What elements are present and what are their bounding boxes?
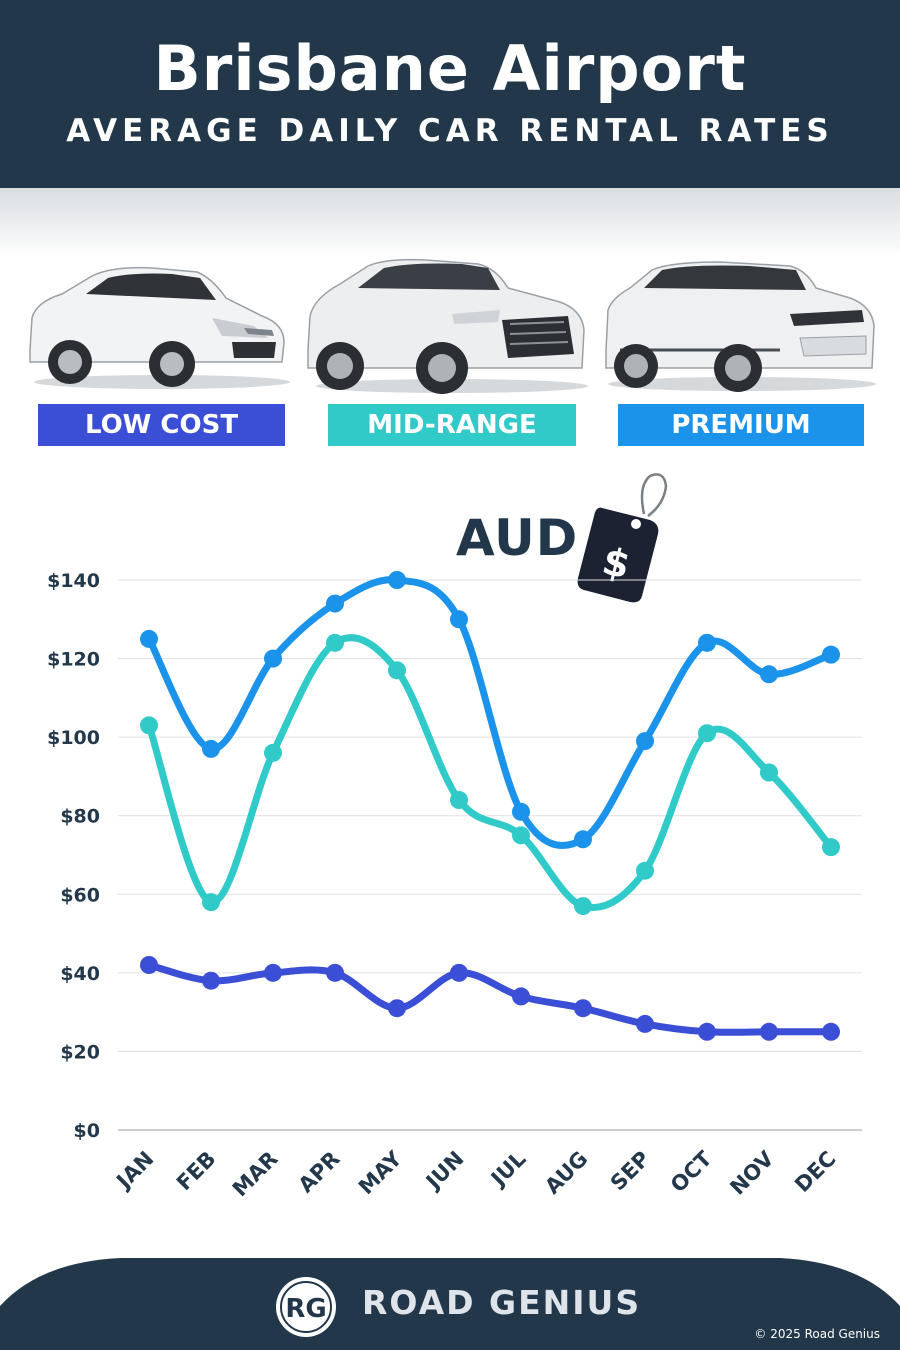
road-genius-logo-icon: RG <box>276 1277 336 1337</box>
y-tick-label: $40 <box>60 963 100 985</box>
x-tick-label: APR <box>294 1147 345 1198</box>
premium-car-image <box>605 261 876 392</box>
low-data-point <box>822 1022 840 1041</box>
x-tick-label: JUL <box>485 1147 530 1192</box>
header-shadow <box>0 188 900 258</box>
y-tick-label: $120 <box>47 649 100 671</box>
low-data-point <box>202 971 220 990</box>
premium-data-point <box>698 633 716 652</box>
low-data-point <box>264 963 282 982</box>
header-banner <box>0 0 900 188</box>
premium-label: PREMIUM <box>618 404 864 446</box>
mid-data-point <box>388 661 406 680</box>
low-series-line <box>145 961 835 1036</box>
premium-data-point <box>760 665 778 684</box>
low-data-point <box>636 1014 654 1033</box>
low-data-point <box>388 999 406 1018</box>
x-tick-label: OCT <box>666 1146 717 1197</box>
x-tick-label: SEP <box>606 1147 655 1196</box>
x-tick-label: MAY <box>354 1146 407 1199</box>
mid-data-point <box>636 861 654 880</box>
mid-data-point <box>140 716 158 735</box>
premium-data-point <box>326 594 344 613</box>
brand-name: ROAD GENIUS <box>362 1283 642 1322</box>
premium-data-point <box>202 739 220 758</box>
x-tick-label: AUG <box>540 1147 592 1199</box>
currency-label: AUD <box>456 509 579 567</box>
low-data-point <box>512 987 530 1006</box>
mid-data-point <box>202 893 220 912</box>
price-tag-icon: $ <box>577 473 668 603</box>
mid-data-point <box>760 763 778 782</box>
x-tick-label: DEC <box>790 1147 840 1197</box>
mid-data-point <box>264 743 282 762</box>
premium-data-point <box>264 649 282 668</box>
y-tick-label: $0 <box>74 1120 100 1142</box>
low-data-point <box>450 963 468 982</box>
low-data-point <box>140 956 158 974</box>
mid-data-point <box>450 791 468 809</box>
low-cost-label: LOW COST <box>38 404 285 446</box>
premium-data-point <box>822 645 840 664</box>
premium-data-point <box>512 802 530 821</box>
x-tick-label: NOV <box>725 1146 779 1200</box>
low-cost-car-image <box>29 266 290 389</box>
low-data-point <box>760 1022 778 1041</box>
page-title: Brisbane Airport <box>153 32 747 105</box>
low-data-point <box>574 999 592 1018</box>
mid-data-point <box>574 897 592 916</box>
page-subtitle: AVERAGE DAILY CAR RENTAL RATES <box>66 113 834 149</box>
premium-data-point <box>140 629 158 648</box>
mid-range-label: MID-RANGE <box>328 404 576 446</box>
premium-data-point <box>388 571 406 589</box>
y-tick-label: $140 <box>47 570 100 592</box>
premium-data-point <box>636 732 654 751</box>
y-tick-label: $80 <box>60 806 100 828</box>
mid-series-line <box>145 634 835 911</box>
mid-data-point <box>512 826 530 845</box>
y-tick-label: $100 <box>47 727 100 749</box>
premium-data-point <box>574 830 592 849</box>
copyright-text: © 2025 Road Genius <box>754 1327 880 1341</box>
mid-data-point <box>326 633 344 652</box>
footer-background <box>0 1258 900 1350</box>
y-tick-label: $20 <box>60 1041 100 1063</box>
low-data-point <box>698 1022 716 1041</box>
footer <box>0 1258 900 1350</box>
mid-range-car-image <box>307 258 588 394</box>
line-chart: $0 $20 $40 $60 $80 $100 $120 $140 JAN FEB MAR APR MA… <box>47 570 862 1202</box>
x-tick-label: JUN <box>420 1147 468 1195</box>
logo-text: RG <box>285 1294 326 1324</box>
y-tick-label: $60 <box>60 884 100 906</box>
low-data-point <box>326 963 344 982</box>
x-tick-label: MAR <box>228 1147 283 1202</box>
premium-data-point <box>450 610 468 629</box>
x-tick-label: FEB <box>172 1147 221 1196</box>
x-tick-label: JAN <box>111 1147 159 1195</box>
mid-data-point <box>822 838 840 857</box>
mid-data-point <box>698 724 716 743</box>
